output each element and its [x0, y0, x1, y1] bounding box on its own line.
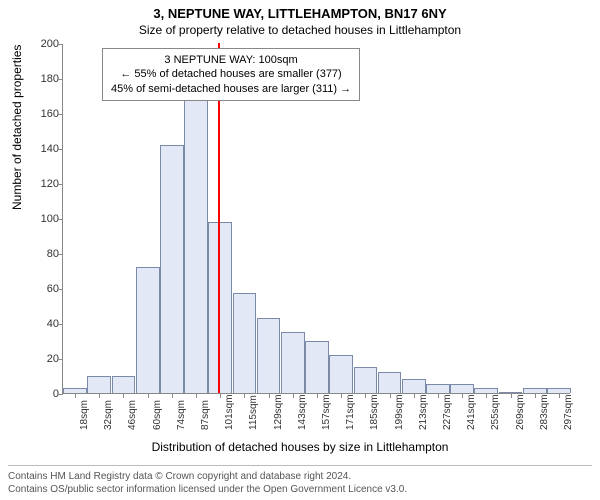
y-tick-mark	[58, 254, 63, 255]
x-tick-label: 227sqm	[442, 394, 453, 430]
y-tick-mark	[58, 114, 63, 115]
x-tick-label: 241sqm	[466, 394, 477, 430]
x-tick-mark	[390, 393, 391, 398]
chart-area: 02040608010012014016018020018sqm32sqm46s…	[62, 44, 570, 394]
x-tick-mark	[269, 393, 270, 398]
y-tick-label: 200	[23, 38, 59, 50]
y-tick-label: 160	[23, 108, 59, 120]
footer: Contains HM Land Registry data © Crown c…	[8, 465, 592, 496]
histogram-bar	[160, 145, 184, 394]
y-axis-label: Number of detached properties	[10, 45, 24, 210]
x-tick-mark	[511, 393, 512, 398]
histogram-bar	[354, 367, 378, 393]
y-tick-mark	[58, 79, 63, 80]
y-tick-mark	[58, 149, 63, 150]
histogram-bar	[402, 379, 426, 393]
y-tick-label: 0	[23, 388, 59, 400]
histogram-bar	[426, 384, 450, 393]
histogram-bar	[329, 355, 353, 394]
histogram-bar	[257, 318, 281, 393]
annotation-line2: ← 55% of detached houses are smaller (37…	[111, 67, 351, 81]
histogram-bar	[184, 92, 208, 393]
histogram-bar	[112, 376, 136, 394]
x-tick-label: 46sqm	[127, 400, 138, 430]
x-tick-label: 129sqm	[273, 394, 284, 430]
y-tick-mark	[58, 324, 63, 325]
x-tick-mark	[535, 393, 536, 398]
y-tick-label: 120	[23, 178, 59, 190]
annotation-line3: 45% of semi-detached houses are larger (…	[111, 82, 351, 96]
y-tick-label: 60	[23, 283, 59, 295]
y-tick-mark	[58, 394, 63, 395]
y-tick-mark	[58, 184, 63, 185]
x-tick-label: 32sqm	[103, 400, 114, 430]
histogram-bar	[305, 341, 329, 394]
x-tick-label: 18sqm	[79, 400, 90, 430]
x-tick-mark	[75, 393, 76, 398]
y-tick-label: 100	[23, 213, 59, 225]
histogram-bar	[136, 267, 160, 393]
x-tick-label: 171sqm	[345, 394, 356, 430]
page-title: 3, NEPTUNE WAY, LITTLEHAMPTON, BN17 6NY	[0, 0, 600, 21]
y-tick-label: 40	[23, 318, 59, 330]
x-tick-mark	[123, 393, 124, 398]
annotation-line1: 3 NEPTUNE WAY: 100sqm	[111, 53, 351, 67]
x-tick-label: 87sqm	[200, 400, 211, 430]
x-tick-mark	[365, 393, 366, 398]
footer-line1: Contains HM Land Registry data © Crown c…	[8, 470, 592, 483]
x-tick-label: 115sqm	[248, 395, 259, 430]
x-tick-mark	[293, 393, 294, 398]
y-tick-label: 180	[23, 73, 59, 85]
histogram-bar	[378, 372, 402, 393]
x-tick-mark	[99, 393, 100, 398]
histogram-bar	[208, 222, 232, 394]
y-tick-mark	[58, 359, 63, 360]
histogram-bar	[450, 384, 474, 393]
y-tick-label: 20	[23, 353, 59, 365]
footer-line2: Contains OS/public sector information li…	[8, 483, 592, 496]
x-tick-mark	[486, 393, 487, 398]
x-tick-label: 101sqm	[224, 394, 235, 430]
y-tick-mark	[58, 219, 63, 220]
x-tick-label: 255sqm	[490, 394, 501, 430]
histogram-bar	[87, 376, 111, 394]
x-tick-label: 74sqm	[176, 400, 187, 430]
y-tick-label: 140	[23, 143, 59, 155]
y-tick-label: 80	[23, 248, 59, 260]
x-tick-mark	[414, 393, 415, 398]
x-tick-mark	[559, 393, 560, 398]
x-tick-label: 283sqm	[539, 394, 550, 430]
x-tick-label: 213sqm	[418, 394, 429, 430]
x-tick-mark	[244, 393, 245, 398]
x-tick-mark	[462, 393, 463, 398]
page-subtitle: Size of property relative to detached ho…	[0, 21, 600, 37]
chart-container: 3, NEPTUNE WAY, LITTLEHAMPTON, BN17 6NY …	[0, 0, 600, 500]
x-tick-label: 143sqm	[297, 394, 308, 430]
histogram-bar	[281, 332, 305, 393]
x-tick-label: 185sqm	[369, 394, 380, 430]
x-tick-mark	[148, 393, 149, 398]
x-tick-label: 157sqm	[321, 394, 332, 430]
x-tick-mark	[341, 393, 342, 398]
x-tick-mark	[220, 393, 221, 398]
histogram-bar	[233, 293, 257, 393]
x-tick-mark	[196, 393, 197, 398]
x-tick-mark	[438, 393, 439, 398]
x-tick-label: 297sqm	[563, 394, 574, 430]
annotation-box: 3 NEPTUNE WAY: 100sqm ← 55% of detached …	[102, 48, 360, 101]
x-tick-label: 199sqm	[394, 394, 405, 430]
y-tick-mark	[58, 289, 63, 290]
x-tick-label: 60sqm	[152, 400, 163, 430]
x-tick-mark	[317, 393, 318, 398]
x-tick-mark	[172, 393, 173, 398]
y-tick-mark	[58, 44, 63, 45]
x-axis-label: Distribution of detached houses by size …	[0, 440, 600, 454]
x-tick-label: 269sqm	[515, 394, 526, 430]
